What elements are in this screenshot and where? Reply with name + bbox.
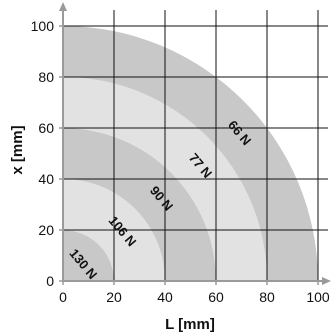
- y-tick-label: 100: [31, 18, 55, 34]
- y-axis-label: x [mm]: [9, 125, 26, 174]
- y-tick-label: 60: [38, 120, 54, 136]
- x-tick-label: 0: [59, 289, 67, 305]
- y-tick-label: 40: [38, 171, 54, 187]
- x-tick-label: 20: [106, 289, 122, 305]
- x-tick-label: 60: [208, 289, 224, 305]
- zone-band-3: [63, 128, 216, 281]
- y-tick-label: 0: [46, 273, 54, 289]
- y-axis-arrow-icon: [59, 2, 67, 11]
- y-tick-label: 20: [38, 222, 54, 238]
- axes-layer: [59, 2, 331, 285]
- zone-band-1: [63, 230, 114, 281]
- x-tick-label: 40: [157, 289, 173, 305]
- x-tick-label: 80: [259, 289, 275, 305]
- x-axis-label: L [mm]: [165, 316, 215, 333]
- y-tick-label: 80: [38, 69, 54, 85]
- zones-layer: [63, 26, 318, 281]
- x-axis-arrow-icon: [322, 277, 331, 285]
- x-tick-label: 100: [306, 289, 330, 305]
- grid-layer: [63, 10, 328, 281]
- ticks-layer: 0 20 40 60 80 100 0 20 40 60 80 100: [31, 18, 330, 305]
